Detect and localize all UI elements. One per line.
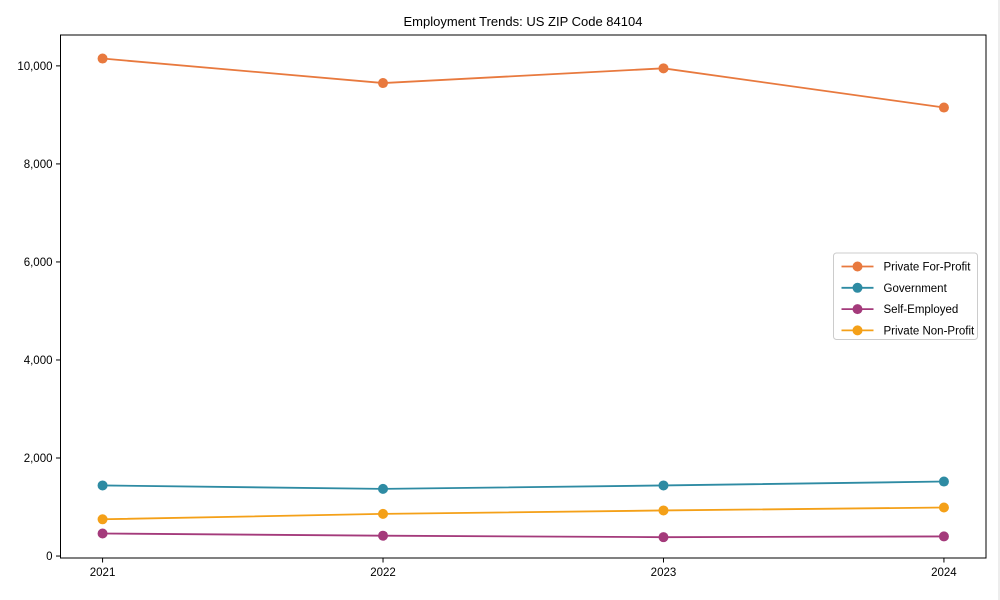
data-point-marker [658,63,669,74]
data-point-marker [97,528,108,539]
series-line [102,57,945,109]
series-self-employed [97,528,949,543]
y-tick-label: 0 [46,551,52,563]
x-tick-label: 2021 [90,567,116,579]
data-point-marker [378,530,389,541]
data-point-marker [378,483,389,494]
y-tick-label: 6,000 [24,257,53,269]
legend-sample-marker [852,282,863,293]
y-tick-label: 2,000 [24,453,53,465]
x-tick-label: 2024 [931,567,957,579]
legend-label: Government [884,283,948,295]
data-point-marker [97,480,108,491]
chart-title: Employment Trends: US ZIP Code 84104 [403,14,643,29]
data-point-marker [378,78,389,89]
y-tick-label: 4,000 [24,355,53,367]
data-point-marker [658,480,669,491]
series-private-for-profit [97,53,949,113]
series-line [102,506,944,521]
legend-sample-marker [852,304,863,315]
series-line [102,532,944,539]
y-tick-label: 8,000 [24,159,53,171]
data-point-marker [97,514,108,525]
series-private-non-profit [97,502,949,525]
data-point-marker [658,532,669,543]
data-point-marker [938,102,949,113]
data-point-marker [938,476,949,487]
series-government [97,476,949,494]
legend-sample-marker [852,261,863,272]
legend-label: Self-Employed [884,304,959,316]
plot-frame [60,34,987,559]
legend-label: Private For-Profit [884,262,972,274]
data-point-marker [938,502,949,513]
legend: Private For-Profit Government Self-Employe… [833,252,978,340]
y-tick-label: 10,000 [17,61,52,73]
x-tick-label: 2023 [651,567,677,579]
data-point-marker [97,53,108,64]
legend-sample-marker [852,325,863,336]
data-point-marker [658,505,669,516]
series-line [102,480,944,490]
x-tick-label: 2022 [370,567,396,579]
window-edge [998,0,1000,600]
data-point-marker [938,531,949,542]
legend-box [833,252,978,340]
data-point-marker [378,508,389,519]
legend-label: Private Non-Profit [884,325,976,337]
